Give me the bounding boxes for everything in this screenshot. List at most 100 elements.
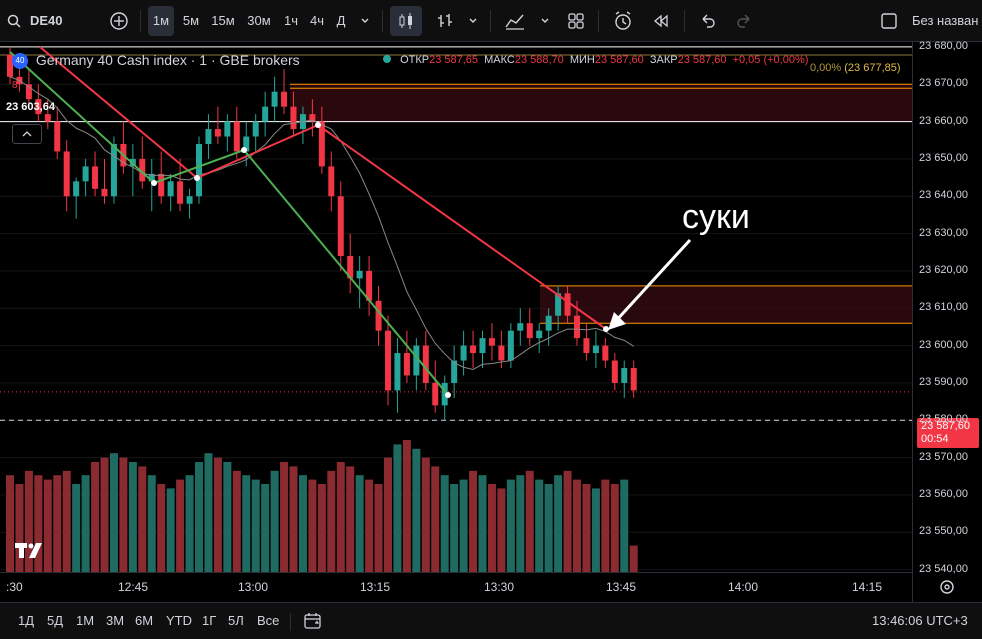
- price-tick: 23 540,00: [919, 562, 968, 575]
- candle-body: [366, 270, 373, 301]
- volume-bar: [478, 475, 487, 572]
- range-all[interactable]: Все: [257, 613, 280, 628]
- price-tick: 23 580,00: [919, 413, 968, 426]
- candle-body: [574, 315, 580, 339]
- range-ytd[interactable]: YTD: [166, 613, 192, 628]
- volume-bar: [308, 479, 317, 572]
- range-1d[interactable]: 1Д: [18, 613, 35, 628]
- volume-bar: [554, 475, 563, 572]
- candle-body: [35, 99, 42, 115]
- bars-icon[interactable]: [430, 6, 460, 36]
- close-value: 23 587,60: [677, 54, 727, 66]
- high-label: МАКС: [484, 54, 515, 66]
- change-value: +0,05 (+0,00%): [732, 54, 809, 66]
- volume-bar: [346, 466, 355, 572]
- chevron-down-icon[interactable]: [464, 6, 482, 36]
- redo-icon[interactable]: [730, 6, 758, 36]
- candles-icon[interactable]: [390, 6, 422, 36]
- volume-bar: [128, 462, 137, 572]
- interval-1d[interactable]: Д: [336, 13, 346, 28]
- volume-bar: [138, 466, 147, 572]
- layout-checkbox-icon[interactable]: [878, 6, 900, 36]
- candle-body: [536, 330, 543, 339]
- candle-body: [101, 188, 108, 197]
- volume-bar: [629, 545, 638, 572]
- volume-bar: [72, 484, 81, 572]
- time-axis[interactable]: :30 12:45 13:00 13:15 13:30 13:45 14:00 14:15: [0, 572, 912, 602]
- time-tick: 14:15: [852, 580, 883, 594]
- volume-bar: [421, 457, 430, 572]
- goto-date-icon[interactable]: [303, 611, 323, 634]
- alert-clock-icon[interactable]: [608, 6, 638, 36]
- candle-body: [44, 114, 51, 122]
- time-tick: 12:45: [118, 580, 149, 594]
- volume-bar: [497, 488, 506, 572]
- layout-grid-icon[interactable]: [562, 6, 590, 36]
- trendline-anchor: [151, 180, 157, 186]
- symbol-search[interactable]: DE40: [30, 13, 63, 28]
- current-price: 23 587,60: [921, 420, 970, 432]
- indicators-icon[interactable]: [500, 6, 530, 36]
- range-1y[interactable]: 1Г: [202, 613, 217, 628]
- range-3m[interactable]: 3М: [106, 613, 125, 628]
- chevron-down-icon[interactable]: [354, 6, 376, 36]
- volume-bar: [251, 479, 260, 572]
- ma-legend: 0,00% (23 677,85): [810, 62, 901, 74]
- search-icon[interactable]: [6, 6, 22, 36]
- close-label: ЗАКР: [649, 54, 678, 66]
- annotation-text[interactable]: суки: [682, 198, 750, 236]
- collapse-button[interactable]: [12, 124, 42, 144]
- axis-settings-icon[interactable]: [938, 578, 956, 601]
- candle-body: [517, 323, 524, 331]
- candle-body: [422, 345, 429, 383]
- interval-5m[interactable]: 5м: [182, 13, 200, 28]
- trendline-green: [9, 51, 449, 396]
- candle-body: [73, 181, 80, 197]
- volume-bar: [157, 484, 166, 572]
- interval-30m[interactable]: 30м: [247, 13, 271, 28]
- market-status-icon: [383, 55, 391, 63]
- time-tick: 13:00: [238, 580, 269, 594]
- volume-bar: [81, 475, 90, 572]
- candle-body: [54, 121, 61, 152]
- volume-bar: [516, 475, 525, 572]
- volume-bar: [109, 453, 118, 572]
- chevron-down-icon[interactable]: [536, 6, 554, 36]
- volume-bar: [582, 484, 591, 572]
- layout-name[interactable]: Без назван: [912, 13, 979, 28]
- range-1m[interactable]: 1М: [76, 613, 95, 628]
- replay-icon[interactable]: [646, 6, 676, 36]
- price-axis[interactable]: 23 587,60 00:54 23 680,00 23 670,00 23 660…: [912, 40, 982, 602]
- price-tick: 23 600,00: [919, 338, 968, 351]
- timezone-clock[interactable]: 13:46:06 UTC+3: [872, 613, 968, 628]
- interval-15m[interactable]: 15м: [211, 13, 235, 28]
- price-chart[interactable]: [0, 42, 912, 572]
- volume-bar: [176, 479, 185, 572]
- chart-pane[interactable]: [0, 42, 912, 572]
- volume-bar: [563, 470, 572, 572]
- volume-bar: [280, 462, 289, 572]
- interval-4h[interactable]: 4ч: [309, 13, 324, 28]
- range-5y[interactable]: 5Л: [228, 613, 244, 628]
- series-legend: 40 Germany 40 Cash index · 1 · GBE broke…: [12, 52, 300, 70]
- range-6m[interactable]: 6М: [135, 613, 154, 628]
- candle-body: [403, 353, 410, 376]
- interval-1h[interactable]: 1ч: [283, 13, 298, 28]
- compare-add-icon[interactable]: [106, 6, 132, 36]
- candle-body: [441, 382, 448, 406]
- range-5d[interactable]: 5Д: [47, 613, 64, 628]
- candle-body: [385, 330, 391, 391]
- volume-bar: [223, 462, 232, 572]
- volume-bar: [289, 466, 298, 572]
- volume-bar: [270, 470, 279, 572]
- volume-bar: [535, 479, 544, 572]
- volume-bar: [147, 475, 156, 572]
- candle-body: [224, 121, 231, 137]
- interval-1m[interactable]: 1м: [148, 6, 174, 36]
- supply-zone: [290, 84, 912, 122]
- volume-bar: [573, 479, 581, 572]
- candle-body: [92, 166, 99, 189]
- candle-body: [555, 293, 562, 316]
- undo-icon[interactable]: [694, 6, 722, 36]
- volume-bar: [43, 479, 52, 572]
